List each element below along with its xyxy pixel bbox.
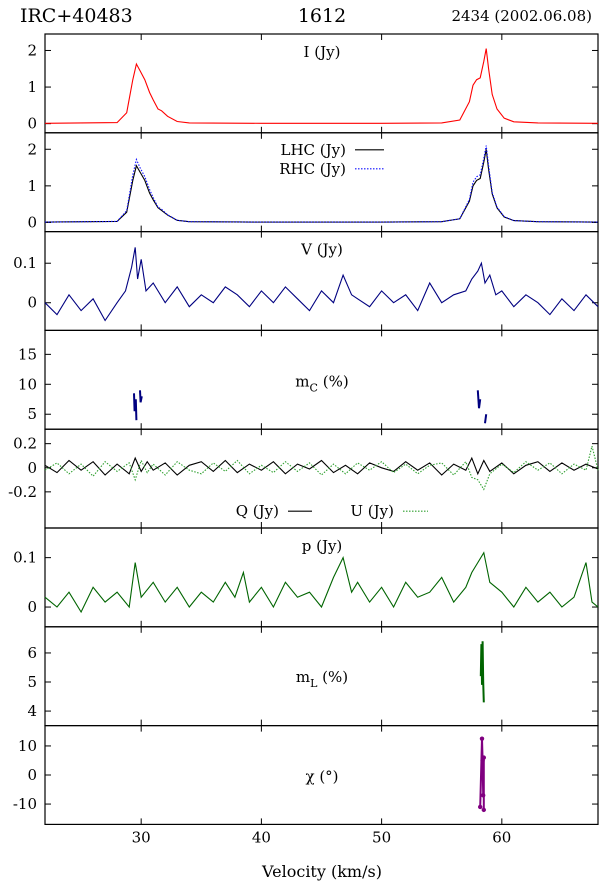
x-tick-label: 30	[132, 828, 151, 846]
y-tick-label: 0	[27, 115, 37, 133]
y-tick-label: 0	[27, 213, 37, 231]
legend-label: U (Jy)	[350, 502, 394, 520]
y-tick-label: 10	[18, 737, 37, 755]
panel-label: p (Jy)	[302, 537, 343, 555]
panel-mC: 5 10 15 mC (%)	[18, 329, 599, 430]
y-tick-label: 6	[27, 644, 37, 662]
data-point	[480, 793, 486, 798]
y-tick-label: 0	[27, 598, 37, 616]
y-tick-label: 0	[27, 766, 37, 784]
x-tick-label: 60	[492, 828, 511, 846]
panel-label: I (Jy)	[304, 43, 341, 61]
y-tick-label: 2	[27, 41, 37, 59]
panel-QU: -0.2 0 0.2 Q (Jy) U (Jy)	[8, 428, 599, 529]
panel-LR: 0 1 2 LHC (Jy)RHC (Jy)	[27, 132, 599, 233]
data-segment	[476, 390, 482, 409]
y-tick-label: 2	[27, 140, 37, 158]
series-line-v	[44, 247, 599, 322]
data-point	[481, 755, 486, 760]
y-tick-label: 5	[27, 673, 37, 691]
y-tick-label: -10	[13, 795, 37, 813]
panel-I: 0 1 2 I (Jy)	[27, 33, 599, 134]
legend-label: Q (Jy)	[236, 502, 279, 520]
y-tick-label: 15	[18, 345, 37, 363]
panel-p: 0 0.1 p (Jy)	[13, 527, 599, 628]
series-line-rhc	[44, 145, 599, 223]
x-axis-label: Velocity (km/s)	[261, 862, 382, 881]
y-tick-label: 10	[18, 375, 37, 393]
y-tick-label: 0.2	[13, 435, 37, 453]
x-tick-label: 50	[372, 828, 391, 846]
y-tick-label: 5	[27, 405, 37, 423]
panel-label: V (Jy)	[300, 241, 343, 259]
data-segment	[139, 390, 143, 403]
panel-label: mL (%)	[296, 668, 348, 690]
data-point	[477, 804, 483, 810]
series-line-lhc	[44, 149, 599, 223]
y-tick-label: 1	[27, 78, 37, 96]
panel-frame	[44, 428, 599, 529]
y-tick-label: 1	[27, 177, 37, 195]
y-tick-label: 4	[27, 702, 37, 720]
series-line-i	[44, 48, 599, 124]
data-segment	[479, 738, 485, 810]
data-point	[481, 807, 486, 813]
series-line-p	[44, 551, 599, 614]
line-frequency: 1612	[298, 5, 346, 27]
panel-V: 0 0.1 V (Jy)	[13, 231, 599, 332]
panel-chi: -10 0 10 30 40 50 60 χ (°)	[13, 724, 599, 846]
panel-label: mC (%)	[295, 372, 348, 394]
panel-label: χ (°)	[305, 768, 338, 786]
source-name: IRC+40483	[20, 5, 133, 27]
legend-label: RHC (Jy)	[279, 160, 346, 178]
series-line-u	[44, 445, 599, 491]
x-tick-label: 40	[252, 828, 271, 846]
epoch-label: 2434 (2002.06.08)	[451, 7, 592, 25]
legend-label: LHC (Jy)	[281, 141, 346, 159]
y-tick-label: 0.1	[13, 549, 37, 567]
y-tick-label: 0	[27, 459, 37, 477]
data-segment	[479, 641, 485, 703]
y-tick-label: 0.1	[13, 254, 37, 272]
series-line-q	[44, 456, 599, 476]
y-tick-label: -0.2	[8, 483, 37, 501]
data-segment	[484, 414, 488, 424]
data-segment	[133, 393, 138, 421]
y-tick-label: 0	[27, 294, 37, 312]
data-point	[479, 736, 485, 741]
panel-mL: 4 5 6 mL (%)	[27, 626, 599, 727]
